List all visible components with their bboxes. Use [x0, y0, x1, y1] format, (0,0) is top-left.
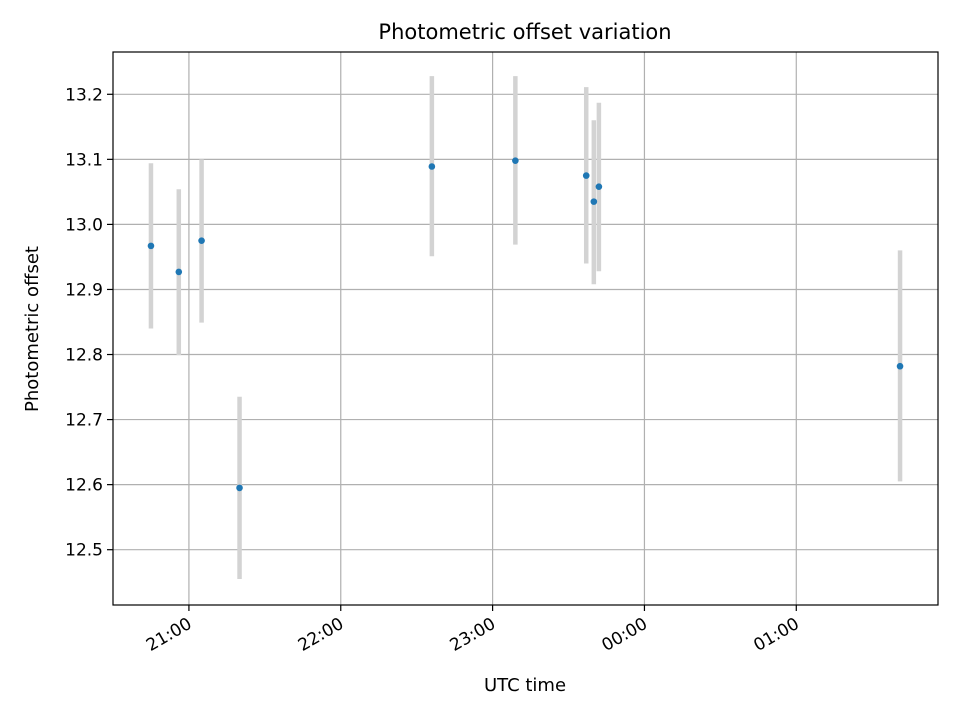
data-point [147, 242, 155, 250]
data-point [896, 362, 904, 370]
data-point [198, 237, 205, 244]
y-axis-ticks: 12.5 12.6 12.7 12.8 12.9 13.0 13.1 13.2 [65, 85, 113, 561]
y-tick-label: 12.9 [65, 280, 103, 300]
y-axis-label: Photometric offset [22, 246, 43, 412]
data-point [236, 484, 243, 492]
grid [113, 52, 938, 605]
data-points [147, 157, 904, 492]
y-tick-label: 13.2 [65, 85, 103, 105]
y-tick-label: 12.8 [65, 346, 103, 366]
data-point [512, 157, 519, 164]
y-tick-label: 13.0 [65, 215, 103, 235]
data-point [595, 183, 603, 190]
data-point [590, 198, 598, 205]
y-tick-label: 12.6 [65, 476, 103, 496]
x-axis-label: UTC time [484, 675, 566, 696]
y-tick-label: 12.5 [65, 541, 103, 561]
data-point [428, 163, 436, 170]
chart-title: Photometric offset variation [378, 20, 671, 44]
y-tick-label: 12.7 [65, 411, 103, 431]
data-point [175, 268, 183, 276]
y-tick-label: 13.1 [65, 150, 103, 170]
data-point [582, 172, 590, 179]
plot-frame [112, 51, 939, 606]
